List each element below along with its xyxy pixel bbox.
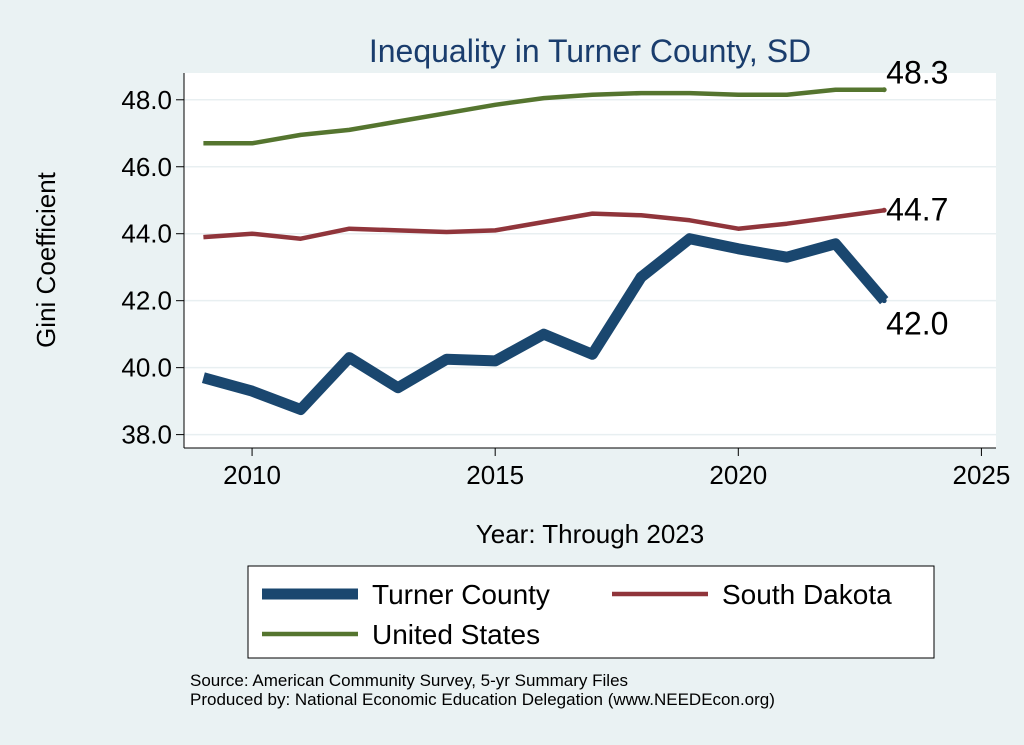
series-end-point [881, 298, 887, 304]
y-tick-label: 44.0 [121, 219, 172, 249]
y-tick-label: 46.0 [121, 152, 172, 182]
legend-label: South Dakota [722, 579, 892, 610]
y-tick-label: 38.0 [121, 420, 172, 450]
legend-label: Turner County [372, 579, 550, 610]
x-tick-label: 2025 [952, 460, 1010, 490]
series-end-point [881, 87, 887, 93]
x-tick-label: 2010 [223, 460, 281, 490]
series-line-south-dakota [203, 208, 885, 241]
end-value-label: 44.7 [886, 191, 948, 227]
y-tick-label: 42.0 [121, 286, 172, 316]
y-axis-ticks: 38.0 40.0 42.0 44.0 46.0 48.0 [121, 85, 184, 450]
plot-area [184, 73, 996, 448]
x-tick-label: 2015 [466, 460, 524, 490]
source-note: Source: American Community Survey, 5-yr … [190, 671, 775, 709]
source-line: Source: American Community Survey, 5-yr … [190, 671, 629, 690]
end-value-label: 42.0 [886, 306, 948, 342]
x-axis-label: Year: Through 2023 [476, 519, 704, 549]
series-end-point [881, 207, 887, 213]
legend-label: United States [372, 619, 540, 650]
series-lines [201, 87, 889, 415]
y-tick-label: 48.0 [121, 85, 172, 115]
series-line-turner-county [201, 233, 889, 415]
y-tick-label: 40.0 [121, 353, 172, 383]
produced-line: Produced by: National Economic Education… [190, 690, 775, 709]
legend-box [247, 565, 935, 659]
x-axis-ticks: 2010 2015 2020 2025 [223, 448, 1010, 490]
legend: Turner County South Dakota United States [262, 579, 892, 650]
series-line-united-states [203, 87, 885, 146]
x-tick-label: 2020 [709, 460, 767, 490]
end-labels: 42.0 44.7 48.3 [886, 55, 948, 342]
y-axis-label: Gini Coefficient [31, 171, 61, 348]
chart-title: Inequality in Turner County, SD [369, 33, 811, 69]
end-value-label: 48.3 [886, 55, 948, 91]
